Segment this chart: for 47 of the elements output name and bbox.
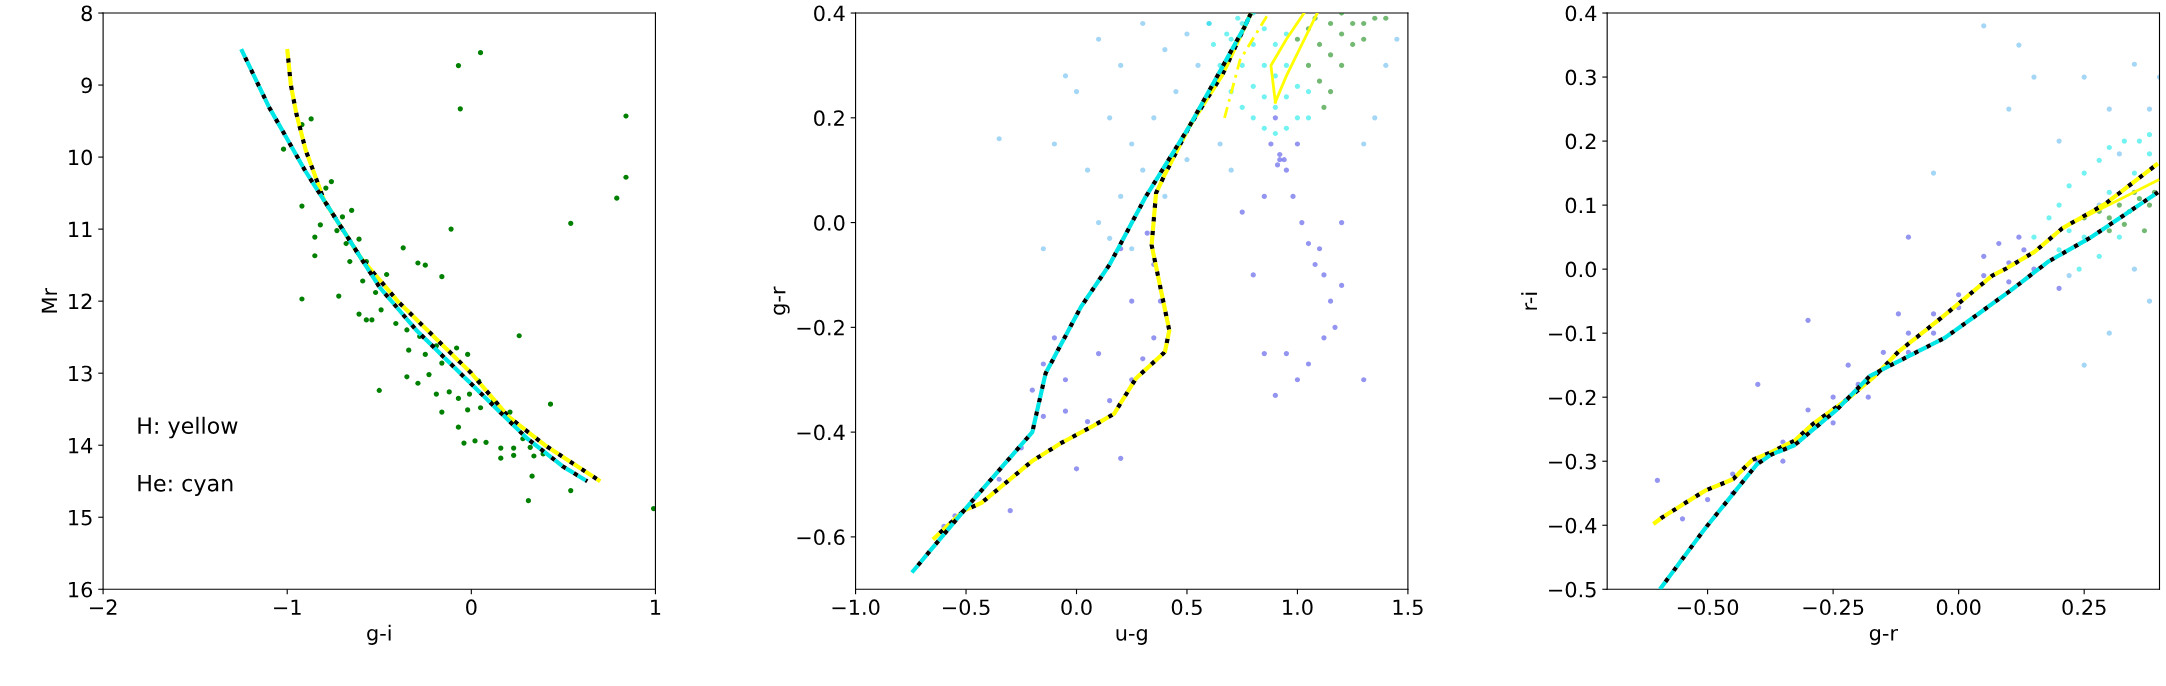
x-tick-label: 0 (466, 599, 477, 616)
x-tick-label: 0.25 (2062, 599, 2106, 616)
x-tick-label: −0.5 (942, 599, 990, 616)
y-tick-label: 16 (69, 581, 93, 598)
y-tick-label: 0.0 (814, 215, 845, 231)
annotation: H: yellow (138, 416, 238, 439)
x-axis-title: u-g (1116, 628, 1147, 645)
y-tick-label: 11 (69, 221, 92, 238)
x-tick-label: 0.0 (1061, 599, 1092, 616)
y-tick-label: −0.4 (1549, 517, 1597, 534)
y-tick-label: 8 (81, 5, 92, 22)
y-axis-title: Mr (41, 287, 57, 313)
y-tick-label: 13 (69, 365, 92, 382)
y-tick-label: 10 (69, 149, 92, 166)
x-tick-label: −2 (89, 599, 117, 615)
y-axis-title: g-r (773, 286, 790, 315)
y-tick-label: −0.6 (797, 529, 845, 546)
y-tick-label: 0.1 (1565, 197, 1596, 214)
y-tick-label: 14 (69, 437, 93, 454)
x-tick-label: −0.50 (1677, 599, 1739, 616)
y-tick-label: −0.5 (1549, 581, 1596, 598)
y-tick-label: 0.0 (1565, 261, 1597, 278)
y-tick-label: 0.2 (814, 110, 844, 127)
x-axis-title: g-r (1869, 628, 1898, 645)
x-tick-label: 0.00 (1936, 599, 1981, 616)
x-tick-label: −1.0 (832, 599, 880, 616)
x-tick-label: 1.5 (1393, 599, 1423, 616)
y-tick-label: −0.2 (1549, 389, 1596, 406)
x-tick-label: 0.5 (1171, 599, 1202, 616)
x-axis-title: g-i (367, 624, 391, 645)
x-tick-label: −1 (274, 599, 301, 615)
y-axis-title: r-i (1521, 292, 1537, 310)
y-tick-label: 0.4 (1565, 5, 1597, 22)
y-tick-label: 0.4 (814, 5, 845, 22)
y-tick-label: −0.1 (1549, 325, 1596, 342)
y-tick-label: −0.3 (1549, 453, 1596, 470)
y-tick-label: 0.3 (1565, 69, 1596, 86)
x-tick-label: 1.0 (1283, 599, 1313, 616)
y-tick-label: 12 (69, 293, 92, 310)
x-tick-label: 1 (651, 599, 661, 615)
annotation: He: cyan (138, 475, 233, 496)
y-tick-label: 15 (69, 509, 92, 526)
y-tick-label: −0.4 (797, 424, 845, 441)
y-tick-label: 0.2 (1565, 133, 1596, 150)
y-tick-label: 9 (81, 77, 92, 94)
y-tick-label: −0.2 (797, 319, 844, 336)
x-tick-label: −0.25 (1803, 599, 1864, 616)
